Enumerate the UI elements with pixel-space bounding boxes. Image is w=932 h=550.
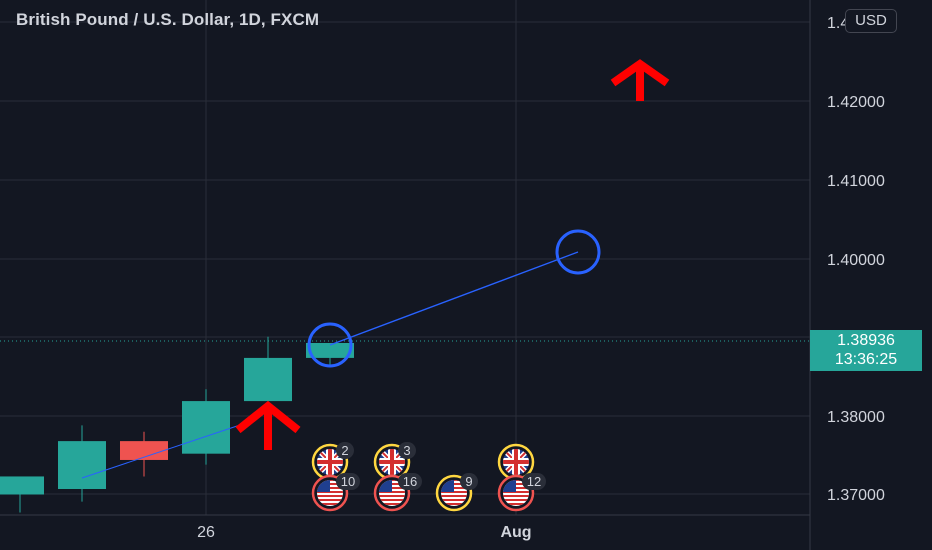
candle-bearish[interactable] xyxy=(120,431,168,477)
last-price-label: 1.38936 13:36:25 xyxy=(810,330,922,371)
candle-bullish[interactable] xyxy=(0,476,44,513)
target-circle-end[interactable] xyxy=(555,229,601,275)
us-event-badge[interactable]: 10 xyxy=(311,473,360,512)
us-event-badge[interactable]: 9 xyxy=(435,473,478,512)
candle-body xyxy=(120,441,168,460)
event-count-label: 10 xyxy=(341,474,355,489)
candle-body xyxy=(0,476,44,495)
last-price-value: 1.38936 xyxy=(837,332,895,349)
candle-body xyxy=(182,401,230,454)
trend-line-small[interactable] xyxy=(81,423,244,479)
candle-body xyxy=(244,357,292,402)
price-tick-label: 1.42000 xyxy=(827,94,885,111)
event-count-label: 12 xyxy=(527,474,541,489)
up-arrow-icon[interactable] xyxy=(235,400,301,450)
event-count-label: 9 xyxy=(465,474,472,489)
event-count-label: 2 xyxy=(341,443,348,458)
price-tick-label: 1.37000 xyxy=(827,487,885,504)
event-count-label: 16 xyxy=(403,474,417,489)
up-arrow-icon[interactable] xyxy=(610,59,670,101)
target-circle-start[interactable] xyxy=(307,322,353,368)
economic-events[interactable]: 2 3 10 16 9 12 xyxy=(311,442,546,512)
uk-event-badge[interactable]: 2 xyxy=(311,442,354,481)
candle-bullish[interactable] xyxy=(244,336,292,402)
price-tick-label: 1.38000 xyxy=(827,409,885,426)
price-tick-label: 1.40000 xyxy=(827,252,885,269)
time-axis[interactable]: 26 Aug xyxy=(197,524,531,541)
bar-countdown: 13:36:25 xyxy=(834,351,898,368)
candle-body xyxy=(58,441,106,490)
trend-line-projection[interactable] xyxy=(329,251,579,346)
price-axis[interactable]: 1.43000 1.42000 1.41000 1.40000 1.38000 … xyxy=(827,15,885,504)
us-event-badge[interactable]: 12 xyxy=(497,473,546,512)
candle-bullish[interactable] xyxy=(306,342,354,366)
candle-bullish[interactable] xyxy=(58,425,106,502)
time-tick-label: 26 xyxy=(197,524,215,541)
us-event-badge[interactable]: 16 xyxy=(373,473,422,512)
chart-title: British Pound / U.S. Dollar, 1D, FXCM xyxy=(16,10,320,29)
uk-event-badge[interactable] xyxy=(497,443,535,481)
event-count-label: 3 xyxy=(403,443,410,458)
time-tick-label: Aug xyxy=(500,524,531,541)
candle-bullish[interactable] xyxy=(182,389,230,465)
candle-body xyxy=(306,342,354,358)
price-tick-label: 1.41000 xyxy=(827,173,885,190)
chart-grid xyxy=(0,0,810,515)
candles-layer xyxy=(0,336,354,513)
uk-event-badge[interactable]: 3 xyxy=(373,442,416,481)
currency-button[interactable]: USD xyxy=(845,9,897,33)
